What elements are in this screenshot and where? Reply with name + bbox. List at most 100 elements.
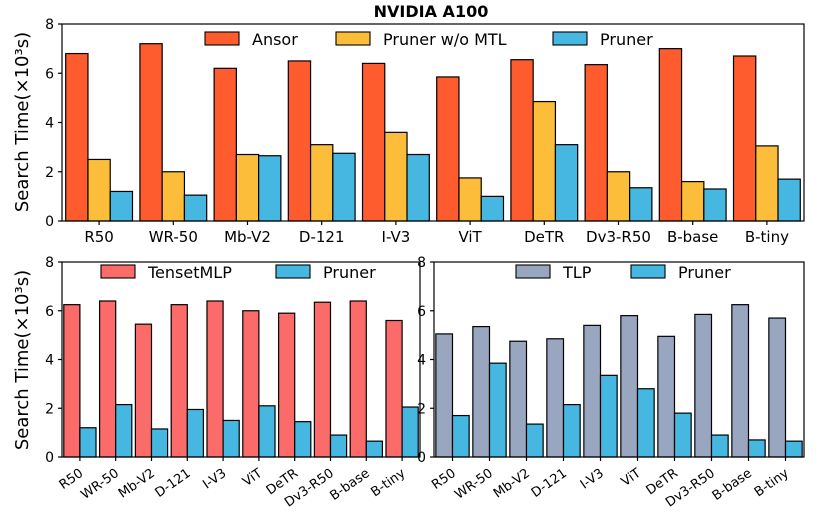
bar-pruner-r50 <box>451 414 470 458</box>
x-tick-label: B-base <box>327 466 372 504</box>
bar-ansor-r50 <box>65 52 89 222</box>
legend-swatch-tensetmlp <box>100 264 136 279</box>
y-tick-label: 0 <box>417 450 426 466</box>
bar-pruner-i-v3 <box>222 419 240 458</box>
bar-tlp-d-121 <box>546 338 565 458</box>
bar-ansor-vit <box>436 76 460 222</box>
legend-label-pruner: Pruner <box>600 30 653 49</box>
chart-ansor-comparison: 0 2 4 6 8 R50 WR-50 Mb-V2 D-121 I-V3 ViT DeTR Dv3-R5… <box>12 17 805 246</box>
y-tick-label: 6 <box>45 304 54 320</box>
bar-pruner-w-o-mtl-d-121 <box>309 144 334 222</box>
bar-tensetmlp-vit <box>242 310 260 458</box>
bar-ansor-b-tiny <box>732 55 757 222</box>
bar-pruner-w-o-mtl-vit <box>458 177 482 222</box>
y-tick-label: 8 <box>417 255 426 271</box>
bar-tensetmlp-r50 <box>63 304 81 458</box>
bar-pruner-d-121 <box>332 152 356 222</box>
bar-tensetmlp-i-v3 <box>206 300 224 458</box>
legend-label-pruner: Pruner <box>678 263 731 282</box>
bar-tensetmlp-dv3-r50 <box>313 301 332 458</box>
bar-tlp-detr <box>657 335 676 458</box>
legend-label-pruner-w-o-mtl: Pruner w/o MTL <box>383 30 507 49</box>
bar-pruner-b-tiny <box>777 178 801 222</box>
y-tick-label: 2 <box>417 401 426 417</box>
y-tick-label: 6 <box>417 304 426 320</box>
y-tick-label: 0 <box>45 450 54 466</box>
y-tick-label: 4 <box>45 353 54 369</box>
bar-pruner-w-o-mtl-i-v3 <box>384 131 408 222</box>
bar-pruner-b-tiny <box>784 440 803 458</box>
y-tick-label: 2 <box>45 165 54 181</box>
bar-tlp-i-v3 <box>583 324 602 458</box>
x-tick-label: WR-50 <box>149 228 198 246</box>
bar-tensetmlp-wr-50 <box>98 300 117 458</box>
legend-swatch-ansor <box>204 31 240 46</box>
x-tick-label: B-base <box>710 466 755 504</box>
bar-tensetmlp-b-tiny <box>385 319 403 458</box>
x-tick-label: R50 <box>84 228 114 246</box>
x-tick-label: B-tiny <box>368 466 408 500</box>
legend-swatch-pruner <box>275 264 311 279</box>
bar-pruner-w-o-mtl-mb-v2 <box>235 153 260 222</box>
x-tick-label: D-121 <box>153 466 194 501</box>
bar-pruner-b-base <box>365 440 384 458</box>
bar-pruner-vit <box>636 388 655 458</box>
bar-pruner-d-121 <box>562 403 581 458</box>
bar-pruner-mb-v2 <box>150 428 169 458</box>
legend-label-pruner: Pruner <box>323 263 376 282</box>
bar-pruner-w-o-mtl-r50 <box>87 158 111 222</box>
bar-ansor-d-121 <box>287 60 312 222</box>
bar-pruner-w-o-mtl-dv3-r50 <box>606 171 631 222</box>
x-tick-label: B-tiny <box>752 466 792 500</box>
bar-ansor-dv3-r50 <box>584 64 608 222</box>
bar-pruner-mb-v2 <box>258 155 282 222</box>
x-tick-label: I-V3 <box>578 466 607 493</box>
bar-pruner-wr-50 <box>183 194 208 222</box>
y-axis-label: Search Time(×10³s) <box>12 270 33 450</box>
legend-swatch-tlp <box>515 264 551 279</box>
x-tick-label: I-V3 <box>382 228 411 246</box>
bar-ansor-b-base <box>658 48 683 222</box>
x-tick-label: Mb-V2 <box>224 228 271 246</box>
bar-tensetmlp-mb-v2 <box>134 323 153 458</box>
y-tick-label: 4 <box>417 353 426 369</box>
bar-tlp-b-tiny <box>768 317 787 458</box>
bar-pruner-mb-v2 <box>525 423 544 458</box>
bar-pruner-dv3-r50 <box>710 434 729 458</box>
bar-tensetmlp-d-121 <box>170 304 188 458</box>
y-axis-label: Search Time(×10³s) <box>12 32 33 212</box>
y-tick-label: 8 <box>45 17 54 33</box>
x-tick-label: I-V3 <box>200 466 229 493</box>
bar-tlp-wr-50 <box>472 325 491 458</box>
bar-pruner-wr-50 <box>488 362 507 458</box>
bar-pruner-w-o-mtl-b-base <box>680 181 705 222</box>
x-tick-label: Dv3-R50 <box>586 228 651 246</box>
bar-tensetmlp-b-base <box>349 300 367 458</box>
y-tick-label: 8 <box>45 255 54 271</box>
bar-pruner-r50 <box>79 427 97 458</box>
bar-pruner-detr <box>673 412 692 458</box>
bar-pruner-wr-50 <box>115 403 133 458</box>
bar-ansor-mb-v2 <box>213 67 237 222</box>
bar-pruner-dv3-r50 <box>329 434 348 458</box>
bar-pruner-w-o-mtl-b-tiny <box>755 145 779 222</box>
bar-pruner-b-base <box>747 439 766 458</box>
figure-title: NVIDIA A100 <box>374 2 489 21</box>
bar-ansor-wr-50 <box>139 43 163 222</box>
bar-pruner-w-o-mtl-detr <box>532 100 557 222</box>
bar-ansor-i-v3 <box>361 62 386 222</box>
bar-tlp-r50 <box>435 333 454 458</box>
bar-ansor-detr <box>510 59 534 222</box>
bar-tlp-b-base <box>731 304 750 458</box>
y-tick-label: 4 <box>45 116 54 132</box>
x-tick-label: D-121 <box>529 466 570 501</box>
legend-label-ansor: Ansor <box>252 30 298 49</box>
x-tick-label: D-121 <box>299 228 345 246</box>
bar-tlp-vit <box>620 315 639 458</box>
y-tick-label: 6 <box>45 66 54 82</box>
x-tick-label: ViT <box>619 466 644 490</box>
bar-tlp-dv3-r50 <box>694 313 713 458</box>
